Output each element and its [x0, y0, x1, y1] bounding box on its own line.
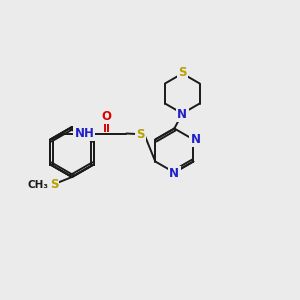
Text: N: N — [177, 108, 187, 121]
Text: S: S — [178, 66, 187, 79]
Text: N: N — [169, 167, 179, 180]
Text: S: S — [136, 128, 145, 141]
Text: N: N — [190, 133, 200, 146]
Text: CH₃: CH₃ — [28, 180, 49, 190]
Text: NH: NH — [74, 127, 94, 140]
Text: S: S — [50, 178, 58, 191]
Text: O: O — [101, 110, 111, 123]
